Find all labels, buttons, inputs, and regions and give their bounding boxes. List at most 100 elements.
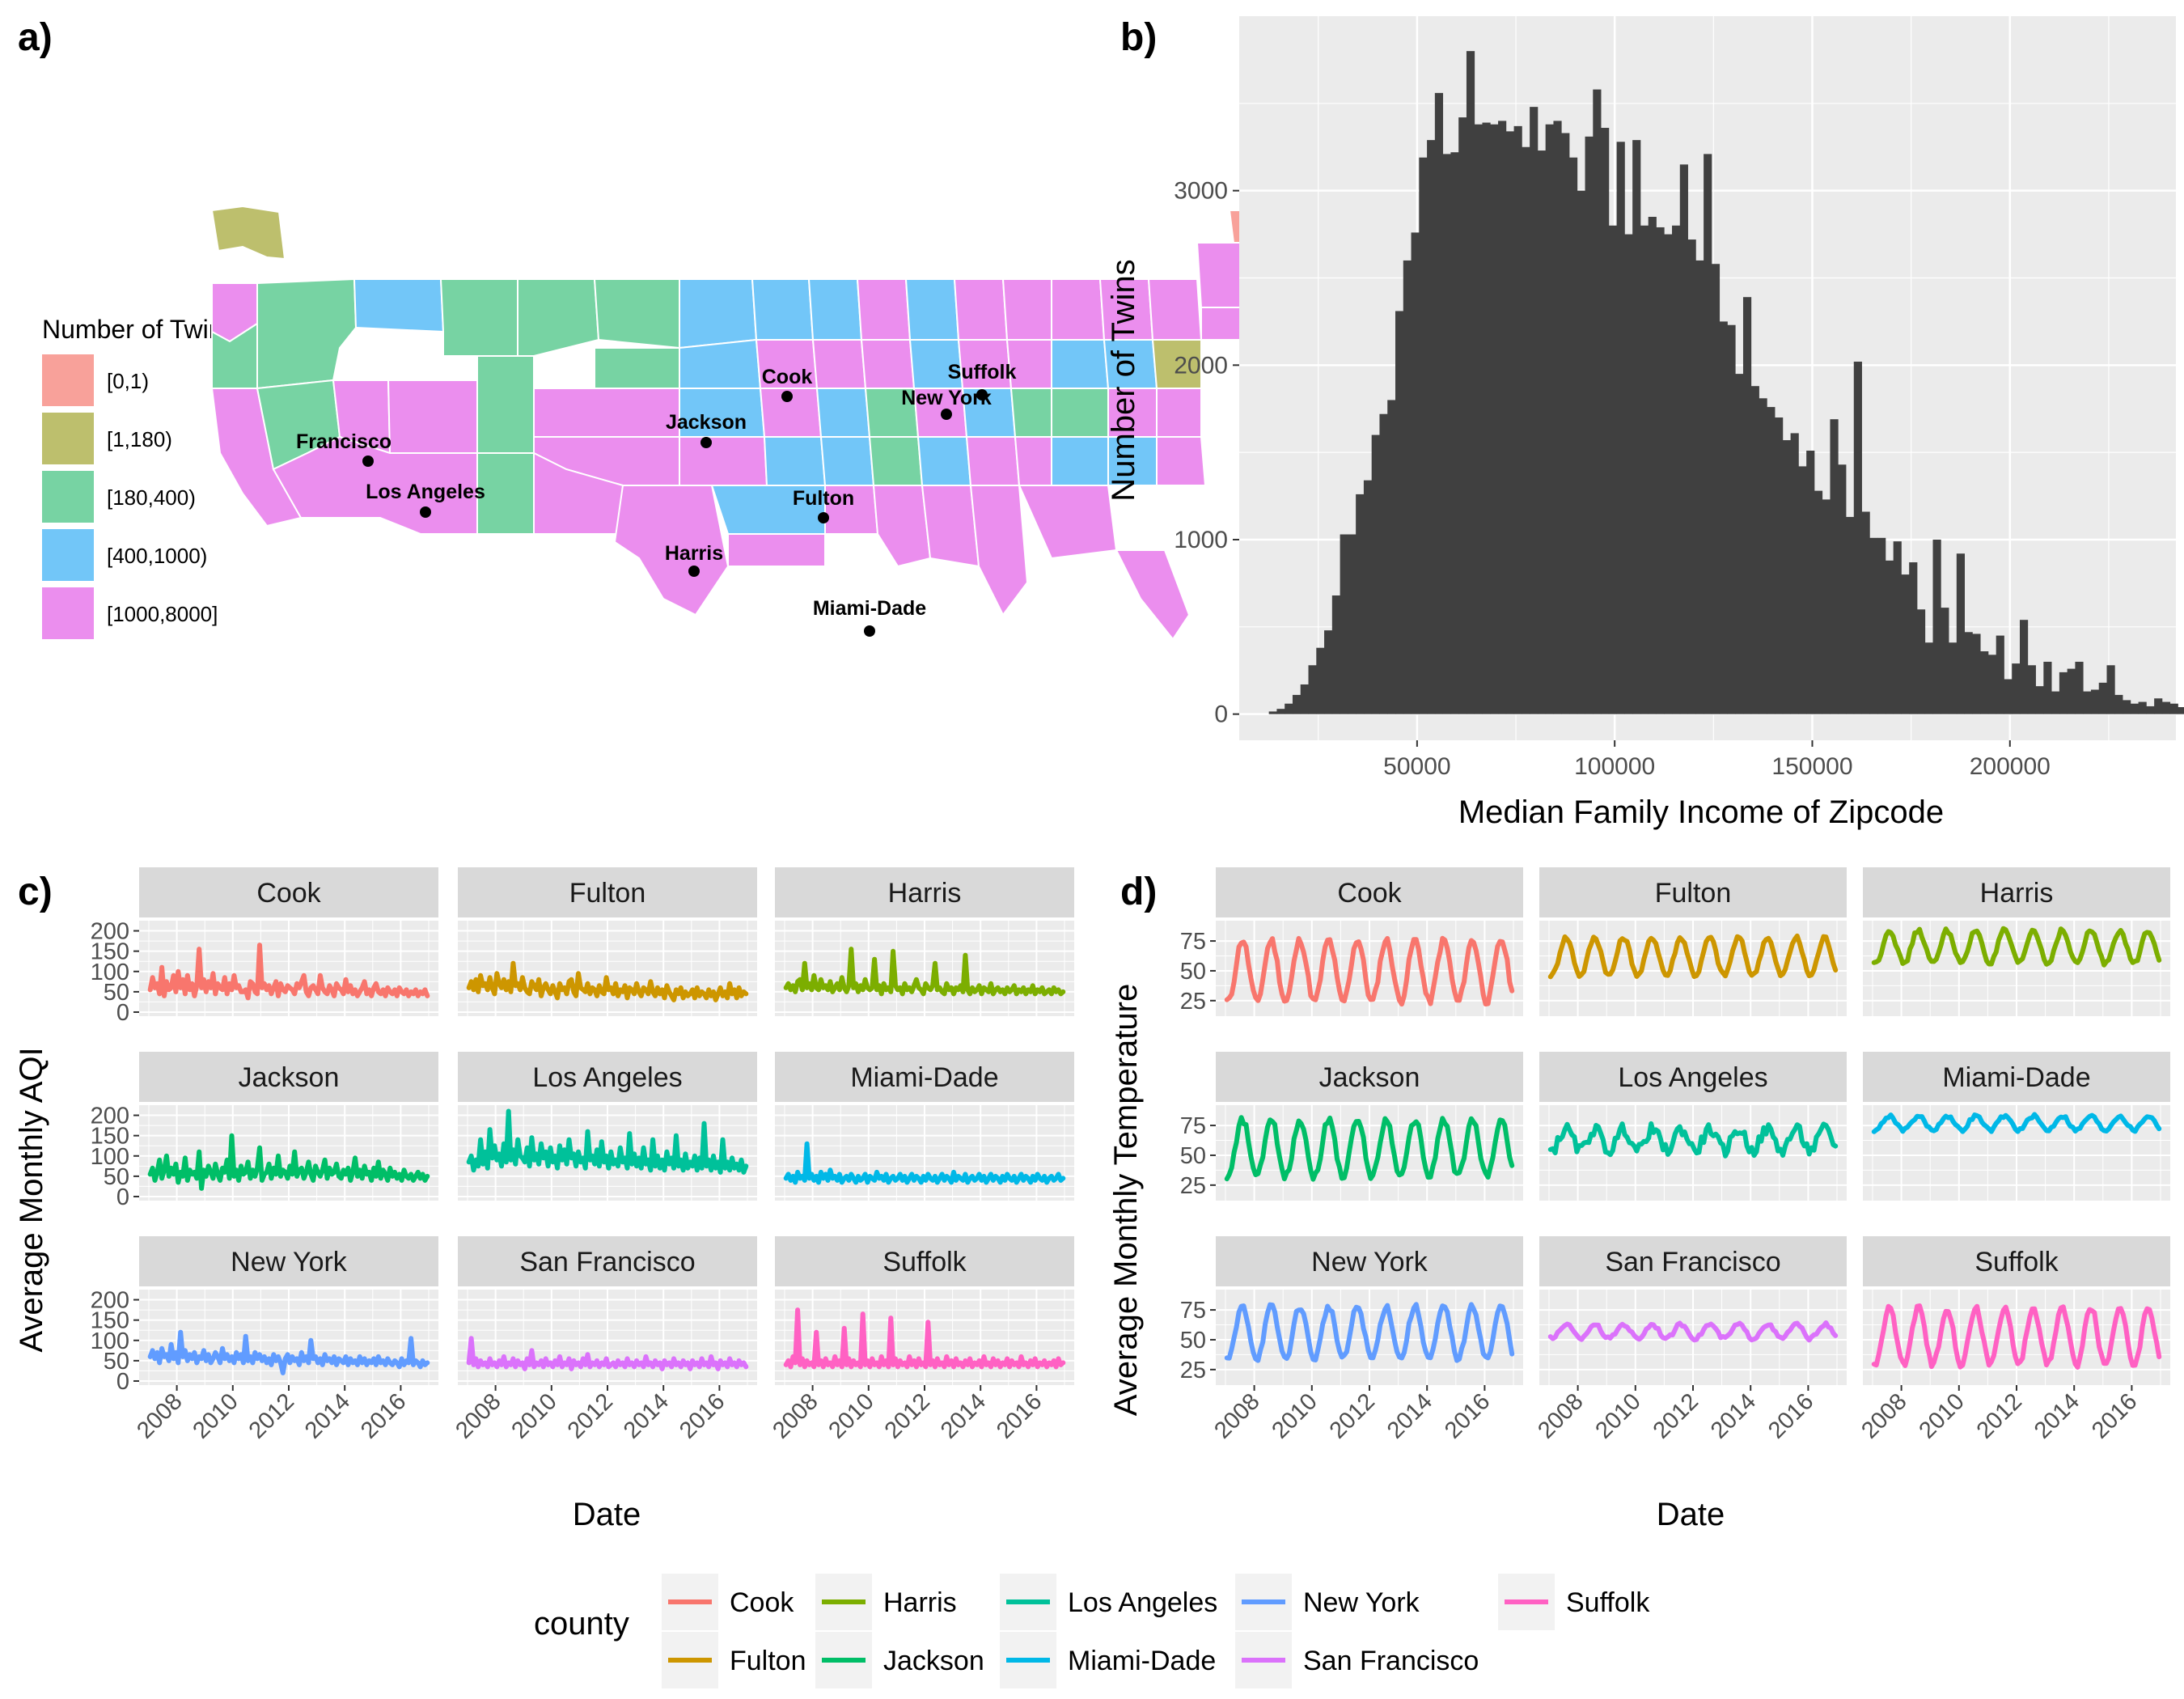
histogram-bar <box>1292 694 1302 714</box>
map-region-28 <box>727 533 826 567</box>
facet-x-tick-label: 2014 <box>1706 1388 1761 1443</box>
histogram-bar <box>1775 417 1784 714</box>
map-point-suffolk <box>976 389 988 400</box>
histogram-bar <box>1767 407 1776 714</box>
histogram-bar <box>1450 152 1459 714</box>
histogram-bar <box>2098 682 2107 714</box>
facet-x-tick-label: 2016 <box>356 1388 411 1443</box>
histogram-bar <box>1553 121 1562 714</box>
county-legend-label-cook: Cook <box>730 1587 794 1618</box>
facet-strip <box>1216 867 1523 917</box>
facet-suffolk: Suffolk 2008 2010 2012 2014 2016 <box>1856 1236 2170 1444</box>
histogram-bar <box>1861 511 1870 714</box>
facet-y-tick-label: 100 <box>91 1328 129 1354</box>
histogram-bar <box>1924 642 1933 714</box>
histogram-bar <box>1537 150 1547 714</box>
facet-x-tick-label: 2008 <box>1856 1388 1911 1443</box>
facet-x-tick-label: 2014 <box>2030 1388 2085 1443</box>
histogram-bar <box>1956 553 1965 714</box>
histogram-bar <box>1869 537 1878 714</box>
facet-suffolk: Suffolk 2008 2010 2012 2014 2016 <box>768 1236 1074 1444</box>
facet-title: Jackson <box>239 1062 340 1093</box>
map-point-francisco <box>362 455 374 467</box>
map-region-49 <box>1001 278 1052 341</box>
histogram-bar <box>1711 264 1721 714</box>
histogram-x-tick-label: 100000 <box>1574 753 1655 780</box>
facet-title: Suffolk <box>882 1247 967 1277</box>
histogram-bar <box>1664 234 1673 714</box>
facet-series-line-jackson <box>1224 1115 1515 1182</box>
histogram-bar <box>1656 227 1665 714</box>
map-region-12 <box>517 278 600 357</box>
histogram-bar <box>1996 635 2004 714</box>
facet-series-line-cook <box>147 943 430 1001</box>
map-legend-label-1: [1,180) <box>107 427 172 451</box>
facet-x-tick-label: 2016 <box>2087 1388 2142 1443</box>
facet-series-line-new-york <box>1224 1302 1515 1363</box>
histogram-bar <box>1932 539 1941 714</box>
map-region-55 <box>1051 388 1109 438</box>
facet-y-tick-label: 0 <box>116 1369 129 1395</box>
facet-strip <box>139 867 438 917</box>
histogram-bar <box>1798 466 1807 714</box>
facet-title: Cook <box>256 878 321 909</box>
histogram-bar <box>1742 297 1752 714</box>
map-region-5 <box>439 278 518 357</box>
facet-y-tick-label: 50 <box>1180 1143 1206 1169</box>
histogram-bar <box>1458 117 1467 714</box>
facet-strip <box>1863 867 2170 917</box>
histogram-bar <box>1601 128 1610 714</box>
facet-series-line-jackson <box>147 1133 430 1191</box>
map-region-19 <box>679 278 758 350</box>
histogram-bar <box>1672 225 1681 714</box>
facet-title: Fulton <box>1655 878 1732 909</box>
facet-series-line-harris <box>783 947 1066 997</box>
facet-y-tick-label: 75 <box>1180 929 1206 955</box>
map-legend-key-4 <box>42 587 94 639</box>
histogram-bar <box>1593 89 1602 714</box>
histogram-y-tick-label: 2000 <box>1174 352 1228 379</box>
histogram-bar <box>1427 140 1436 714</box>
map-point-label-jackson: Jackson <box>666 411 747 434</box>
histogram-bar <box>1782 440 1792 714</box>
histogram-bar <box>1704 154 1712 714</box>
histogram-bar <box>1324 630 1333 714</box>
map-region-37 <box>868 436 924 486</box>
us-map-panel: Number of Twin Pairs [0,1)[1,180)[180,40… <box>42 176 1328 641</box>
facet-title: San Francisco <box>519 1247 695 1277</box>
histogram-bar <box>1577 190 1585 714</box>
facet-x-tick-label: 2012 <box>1972 1388 2027 1443</box>
facet-series-line-suffolk <box>1871 1303 2162 1370</box>
histogram-y-tick-label: 3000 <box>1174 178 1228 205</box>
county-legend-label-suffolk: Suffolk <box>1566 1587 1650 1618</box>
facet-strip <box>1539 867 1847 917</box>
facet-x-tick-label: 2008 <box>1209 1388 1264 1443</box>
histogram-bar <box>1750 386 1759 714</box>
map-region-20 <box>679 338 762 389</box>
map-region-52 <box>1014 436 1052 486</box>
histogram-bar <box>2130 703 2139 714</box>
map-legend: [0,1) [1,180) [180,400) [400,1000) [1000,800… <box>42 354 218 639</box>
histogram-bar <box>1482 122 1491 714</box>
map-point-label-new-york: New York <box>901 387 992 409</box>
histogram-bar <box>2169 703 2178 714</box>
facet-los-angeles: Los Angeles <box>458 1052 757 1201</box>
histogram-bar <box>1830 419 1839 714</box>
facet-y-tick-label: 50 <box>104 1349 129 1375</box>
facet-title: New York <box>1311 1247 1428 1277</box>
histogram-bar <box>1916 609 1926 714</box>
histogram-bar <box>1585 136 1594 714</box>
map-county-points: Suffolk New York Cook Jackson Francisco Los A… <box>296 361 1016 637</box>
histogram-bar <box>1308 665 1317 714</box>
histogram-bar <box>1616 142 1625 714</box>
map-legend-key-2 <box>42 471 94 523</box>
facet-x-tick-label: 2008 <box>768 1388 823 1443</box>
map-point-cook <box>781 391 793 402</box>
county-legend-label-los-angeles: Los Angeles <box>1068 1587 1217 1618</box>
histogram-bar <box>2123 700 2131 714</box>
histogram-bar <box>1719 321 1728 714</box>
facet-y-tick-label: 50 <box>1180 1328 1206 1354</box>
map-legend-key-3 <box>42 529 94 581</box>
histogram-bar <box>1498 121 1507 714</box>
